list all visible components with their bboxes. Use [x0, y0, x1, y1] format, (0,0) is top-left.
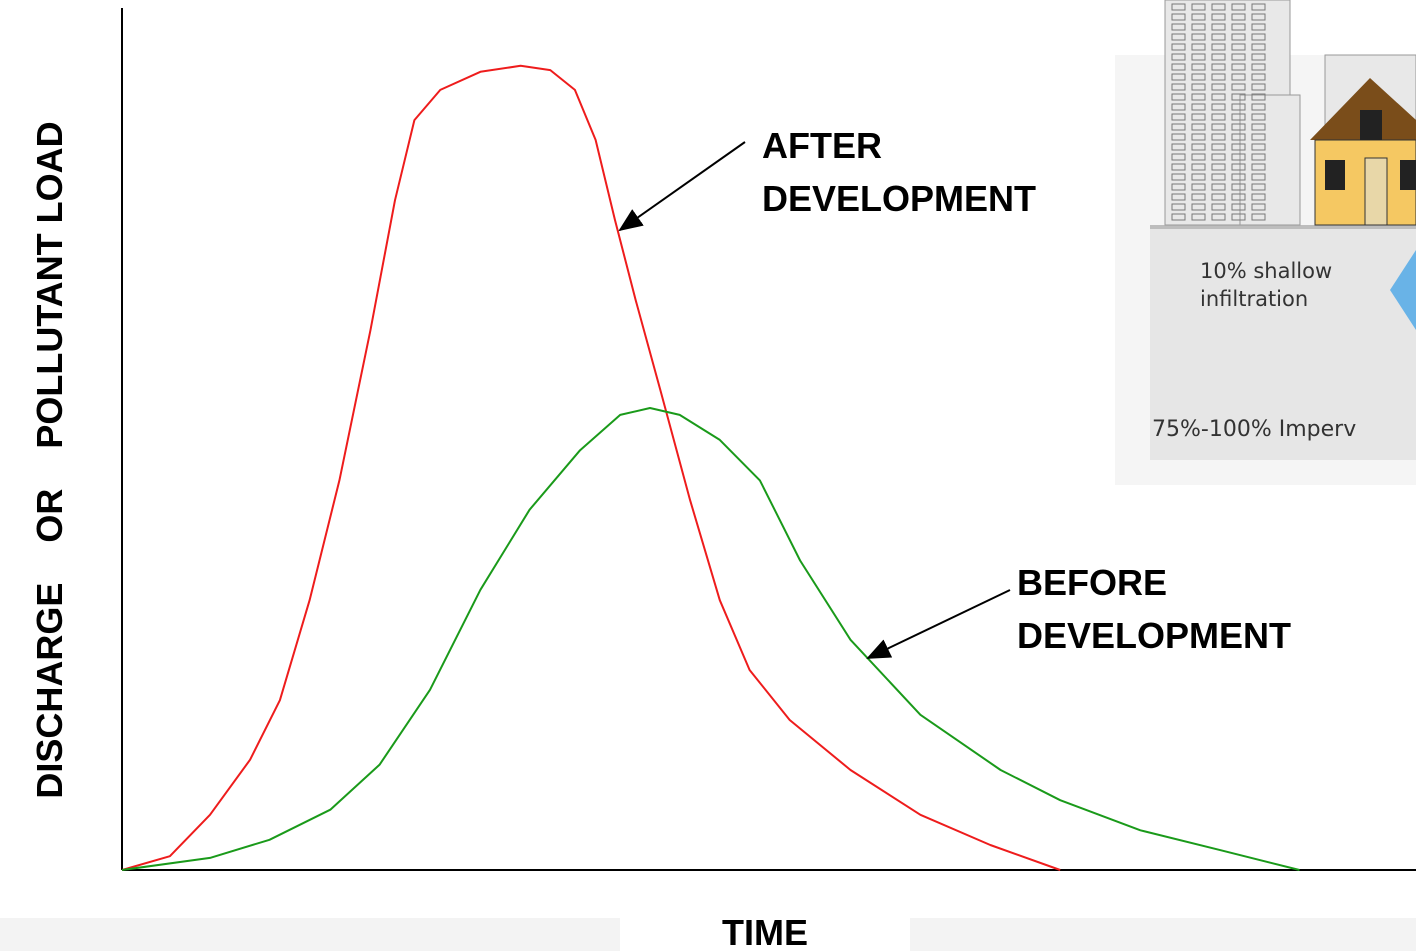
inset-label: infiltration: [1200, 287, 1308, 311]
annotation: DEVELOPMENT: [762, 178, 1036, 219]
annotation: BEFORE: [1017, 562, 1167, 603]
inset-label: 10% shallow: [1200, 259, 1332, 283]
annotation-arrow: [868, 590, 1010, 658]
annotation-arrow: [620, 142, 745, 230]
house-window: [1325, 160, 1345, 190]
page: {"chart_data": { "type": "line", "x_labe…: [0, 0, 1416, 951]
inset-illustration: 10% shallow infiltration 75%-100% Imperv: [1115, 0, 1416, 485]
annotation: AFTER: [762, 125, 882, 166]
building: [1240, 95, 1300, 225]
house-door: [1365, 158, 1387, 225]
chart: 10% shallow infiltration 75%-100% Imperv…: [0, 0, 1416, 951]
annotation: DEVELOPMENT: [1017, 615, 1291, 656]
house-window: [1360, 110, 1382, 140]
x-axis-label: TIME: [722, 912, 808, 951]
ground-line: [1150, 225, 1416, 229]
y-axis-label: DISCHARGE OR POLLUTANT LOAD: [29, 121, 70, 798]
house-window: [1400, 160, 1416, 190]
inset-label: 75%-100% Imperv: [1152, 417, 1356, 442]
